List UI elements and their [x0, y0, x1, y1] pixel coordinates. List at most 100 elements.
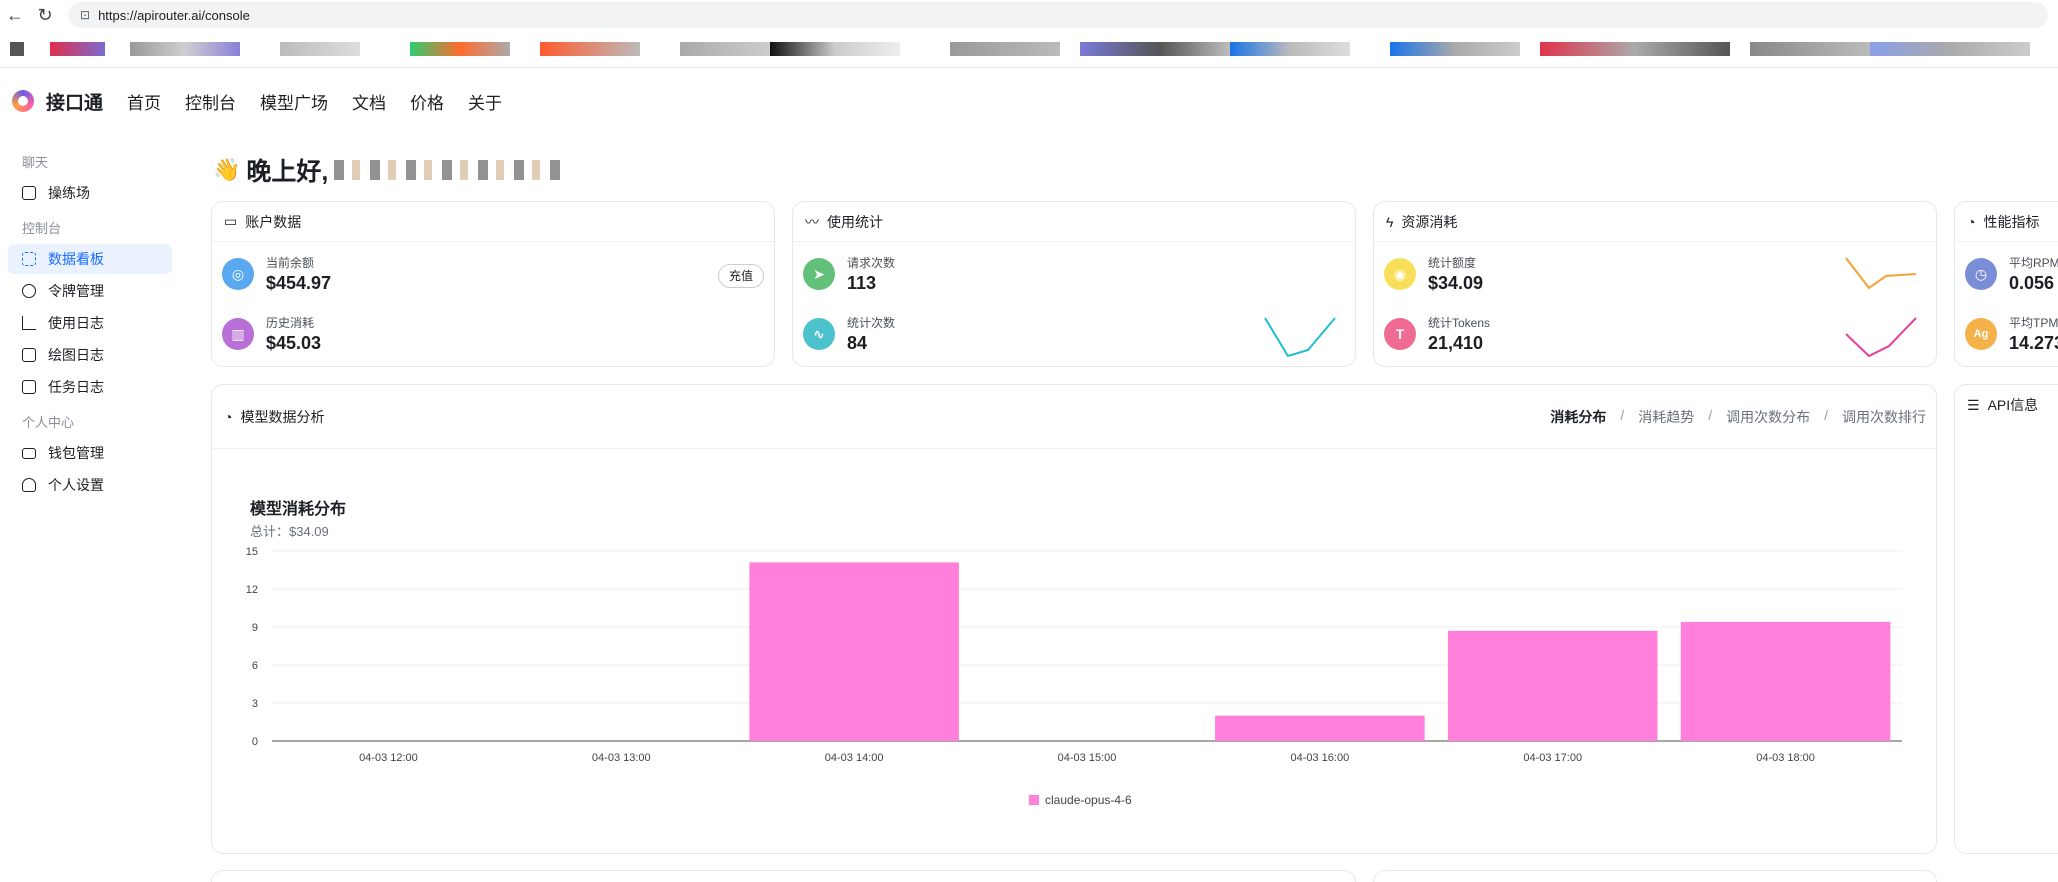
- stat-value: $34.09: [1428, 273, 1484, 293]
- site-info-icon[interactable]: ⊡: [80, 8, 91, 22]
- url-field[interactable]: ⊡ https://apirouter.ai/console: [68, 2, 2048, 28]
- browser-address-bar: ← ↻ ⊡ https://apirouter.ai/console: [0, 0, 2058, 30]
- stat-label: 平均TPM: [2009, 316, 2058, 330]
- greeting: 👋 晚上好,: [213, 152, 565, 188]
- history-icon: ▥: [222, 318, 254, 350]
- api-info-card: ☰ API信息: [1954, 384, 2058, 854]
- recharge-button[interactable]: 充值: [717, 264, 764, 288]
- card-header: ϟ 资源消耗: [1374, 202, 1936, 242]
- app-header: 接口通 首页 控制台 模型广场 文档 价格 关于: [0, 68, 2058, 134]
- user-icon: [22, 478, 36, 492]
- requests-stat: ➤ 请求次数 113: [803, 254, 895, 294]
- tab-consumption-distribution[interactable]: 消耗分布: [1550, 409, 1607, 425]
- bookmark-item[interactable]: [1540, 42, 1730, 56]
- card-header: ◔ 模型数据分析: [212, 385, 1936, 449]
- bookmark-item[interactable]: [410, 42, 510, 56]
- bookmark-item[interactable]: [950, 42, 1060, 56]
- balance-stat: ◎ 当前余额 $454.97: [222, 254, 331, 294]
- chart-subtitle: 总计：$34.09: [250, 524, 329, 539]
- sidebar-item-settings[interactable]: 个人设置: [8, 470, 172, 500]
- coin-icon: ◉: [1384, 258, 1416, 290]
- bookmark-item[interactable]: [1870, 42, 2030, 56]
- reload-icon[interactable]: ↻: [37, 4, 53, 25]
- nav-home[interactable]: 首页: [127, 93, 162, 113]
- bookmark-item[interactable]: [540, 42, 640, 56]
- y-tick-label: 3: [252, 698, 258, 710]
- nav-pricing[interactable]: 价格: [410, 93, 445, 113]
- bookmark-item[interactable]: [680, 42, 770, 56]
- y-tick-label: 0: [252, 736, 258, 748]
- stat-label: 统计额度: [1428, 256, 1477, 270]
- quota-stat: ◉ 统计额度 $34.09: [1384, 254, 1483, 294]
- sidebar-item-task-logs[interactable]: 任务日志: [8, 372, 172, 402]
- nav-about[interactable]: 关于: [468, 93, 503, 113]
- bookmark-item[interactable]: [50, 42, 105, 56]
- tab-call-distribution[interactable]: 调用次数分布: [1726, 409, 1811, 425]
- tab-separator: /: [1708, 407, 1713, 423]
- stat-value: 84: [847, 333, 868, 353]
- bookmark-item[interactable]: [1230, 42, 1350, 56]
- bookmark-item[interactable]: [1390, 42, 1520, 56]
- nav-docs[interactable]: 文档: [352, 93, 387, 113]
- top-nav: 首页 控制台 模型广场 文档 价格 关于: [127, 89, 502, 114]
- sidebar-item-usage-logs[interactable]: 使用日志: [8, 308, 172, 338]
- tab-call-ranking[interactable]: 调用次数排行: [1842, 409, 1926, 425]
- x-tick-label: 04-03 14:00: [825, 752, 884, 764]
- nav-models[interactable]: 模型广场: [260, 93, 329, 113]
- gauge-icon: ◔: [1967, 213, 1976, 230]
- stat-label: 请求次数: [847, 256, 896, 270]
- sidebar-item-drawing-logs[interactable]: 绘图日志: [8, 340, 172, 370]
- model-analysis-card: ◔ 模型数据分析 消耗分布 / 消耗趋势 / 调用次数分布 / 调用次数排行 模…: [211, 384, 1937, 854]
- card-header: 〰 使用统计: [793, 202, 1355, 242]
- bottom-card: [1373, 870, 1937, 882]
- usage-sparkline: [1264, 317, 1336, 358]
- bookmark-item[interactable]: [280, 42, 360, 56]
- sidebar-item-label: 使用日志: [48, 315, 104, 331]
- sidebar-item-label: 操练场: [48, 185, 90, 201]
- sidebar-item-tokens[interactable]: 令牌管理: [8, 276, 172, 306]
- card-title: 模型数据分析: [240, 408, 325, 425]
- x-tick-label: 04-03 13:00: [592, 752, 651, 764]
- stat-value: 113: [847, 273, 877, 293]
- stat-value: 14.273: [2009, 333, 2058, 353]
- bar: [749, 562, 959, 741]
- brand-name[interactable]: 接口通: [46, 92, 104, 114]
- account-data-card: ▭ 账户数据 ◎ 当前余额 $454.97 充值 ▥ 历史消耗 $45.03: [211, 201, 775, 367]
- stat-value: $454.97: [266, 273, 332, 293]
- stat-value: 0.056: [2009, 273, 2055, 293]
- card-title: 性能指标: [1983, 213, 2040, 230]
- url-text: https://apirouter.ai/console: [98, 7, 250, 23]
- bar: [1680, 621, 1891, 741]
- greeting-text: 晚上好,: [246, 158, 329, 186]
- sidebar-item-dashboard[interactable]: 数据看板: [8, 244, 172, 274]
- rpm-stat: ◷ 平均RPM 0.056: [1965, 254, 2058, 294]
- sidebar-item-wallet[interactable]: 钱包管理: [8, 438, 172, 468]
- bookmark-item[interactable]: [770, 42, 900, 56]
- x-tick-label: 04-03 15:00: [1058, 752, 1117, 764]
- nav-console[interactable]: 控制台: [185, 93, 237, 113]
- send-icon: ➤: [803, 258, 835, 290]
- bookmark-item[interactable]: [130, 42, 240, 56]
- stat-value: 21,410: [1428, 333, 1484, 353]
- back-icon[interactable]: ←: [6, 4, 24, 25]
- tab-separator: /: [1620, 407, 1625, 423]
- sidebar-item-label: 数据看板: [48, 251, 104, 267]
- brand-logo-icon[interactable]: [12, 90, 34, 112]
- image-icon: [22, 348, 36, 362]
- sidebar-group-title: 个人中心: [22, 415, 75, 430]
- x-tick-label: 04-03 17:00: [1523, 752, 1582, 764]
- tab-consumption-trend[interactable]: 消耗趋势: [1638, 409, 1695, 425]
- tokens-sparkline: [1845, 317, 1917, 358]
- tokens-stat: T 统计Tokens 21,410: [1384, 314, 1490, 354]
- sidebar-group-title: 控制台: [22, 221, 62, 236]
- x-tick-label: 04-03 12:00: [359, 752, 418, 764]
- bookmark-item[interactable]: [1750, 42, 1870, 56]
- bookmark-item[interactable]: [10, 42, 24, 56]
- stat-label: 历史消耗: [266, 316, 315, 330]
- resource-consumption-card: ϟ 资源消耗 ◉ 统计额度 $34.09 T 统计Tokens 21,410: [1373, 201, 1937, 367]
- balance-icon: ◎: [222, 258, 254, 290]
- redacted-username: [334, 160, 565, 180]
- y-tick-label: 12: [246, 584, 258, 596]
- sidebar-item-playground[interactable]: 操练场: [8, 178, 172, 208]
- bookmark-item[interactable]: [1080, 42, 1240, 56]
